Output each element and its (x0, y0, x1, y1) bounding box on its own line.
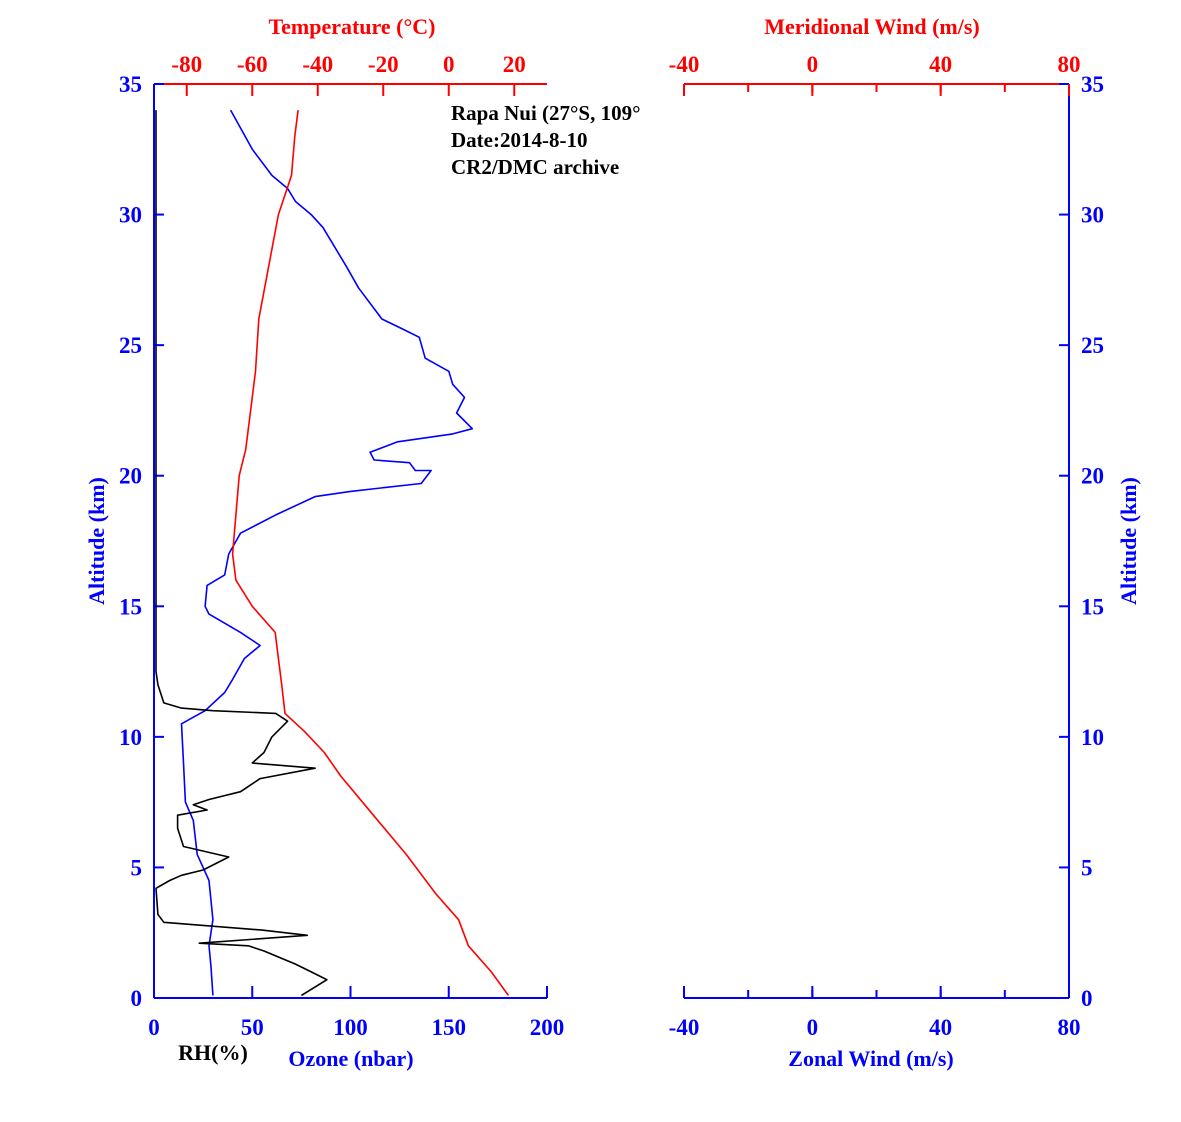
ozone-tick-label: 200 (530, 1015, 565, 1040)
annotation-date: Date:2014-8-10 (451, 128, 587, 152)
right-altitude-tick-label: 35 (1081, 72, 1104, 97)
left-altitude-label: Altitude (km) (84, 477, 109, 605)
meridional-tick-label: -40 (669, 52, 700, 77)
left-altitude-tick-label: 20 (119, 464, 142, 489)
ozone-axis-label: Ozone (nbar) (288, 1046, 413, 1071)
right-altitude-tick-label: 5 (1081, 855, 1093, 880)
rh-axis-label: RH(%) (178, 1040, 248, 1065)
zonal-axis-label: Zonal Wind (m/s) (788, 1046, 953, 1071)
right-altitude-label: Altitude (km) (1116, 477, 1141, 605)
left-series (155, 109, 510, 997)
meridional-axis-label: Meridional Wind (m/s) (764, 14, 980, 39)
right-altitude-tick-label: 30 (1081, 203, 1104, 228)
right-altitude-tick-label: 20 (1081, 464, 1104, 489)
ozone-ticks: 0 50 100 150 200 (148, 986, 564, 1040)
left-altitude-tick-label: 15 (119, 594, 142, 619)
right-altitude-tick-label: 0 (1081, 986, 1093, 1011)
temperature-ticks: -80 -60 -40 -20 0 20 (171, 52, 526, 96)
rh-profile-line (155, 110, 328, 997)
zonal-tick-label: 80 (1058, 1015, 1081, 1040)
meridional-wind-ticks: -40 0 40 80 (669, 52, 1081, 96)
temperature-tick-label: -60 (237, 52, 268, 77)
temperature-tick-label: -20 (368, 52, 399, 77)
right-altitude-tick-label: 10 (1081, 725, 1104, 750)
zonal-wind-ticks: -40 0 40 80 (669, 986, 1081, 1040)
temperature-tick-label: 20 (503, 52, 526, 77)
left-altitude-tick-label: 0 (131, 986, 143, 1011)
left-altitude-tick-label: 5 (131, 855, 143, 880)
zonal-tick-label: -40 (669, 1015, 700, 1040)
temperature-axis-label: Temperature (°C) (268, 14, 435, 39)
right-altitude-tick-label: 25 (1081, 333, 1104, 358)
right-altitude-tick-label: 15 (1081, 594, 1104, 619)
temperature-tick-label: 0 (443, 52, 455, 77)
meridional-tick-label: 40 (929, 52, 952, 77)
left-altitude-tick-label: 35 (119, 72, 142, 97)
ozone-tick-label: 50 (241, 1015, 264, 1040)
annotation-archive: CR2/DMC archive (451, 155, 619, 179)
left-y-ticks: 0 5 10 15 20 25 30 35 (119, 72, 164, 1011)
temperature-profile-line (231, 109, 510, 996)
zonal-tick-label: 40 (929, 1015, 952, 1040)
meridional-tick-label: 80 (1058, 52, 1081, 77)
right-panel: 0 5 10 15 20 25 30 35 -40 0 40 80 -40 0 40 80 Meridio… (669, 14, 1141, 1071)
temperature-tick-label: -80 (171, 52, 202, 77)
temperature-tick-label: -40 (302, 52, 333, 77)
left-altitude-tick-label: 25 (119, 333, 142, 358)
right-y-ticks: 0 5 10 15 20 25 30 35 (1059, 72, 1104, 1011)
left-altitude-tick-label: 10 (119, 725, 142, 750)
annotation-station: Rapa Nui (27°S, 109° (451, 101, 641, 125)
ozone-tick-label: 150 (432, 1015, 467, 1040)
zonal-tick-label: 0 (807, 1015, 819, 1040)
ozone-tick-label: 0 (148, 1015, 160, 1040)
ozone-tick-label: 100 (333, 1015, 368, 1040)
ozone-profile-line (180, 109, 474, 996)
meridional-tick-label: 0 (807, 52, 819, 77)
left-altitude-tick-label: 30 (119, 203, 142, 228)
